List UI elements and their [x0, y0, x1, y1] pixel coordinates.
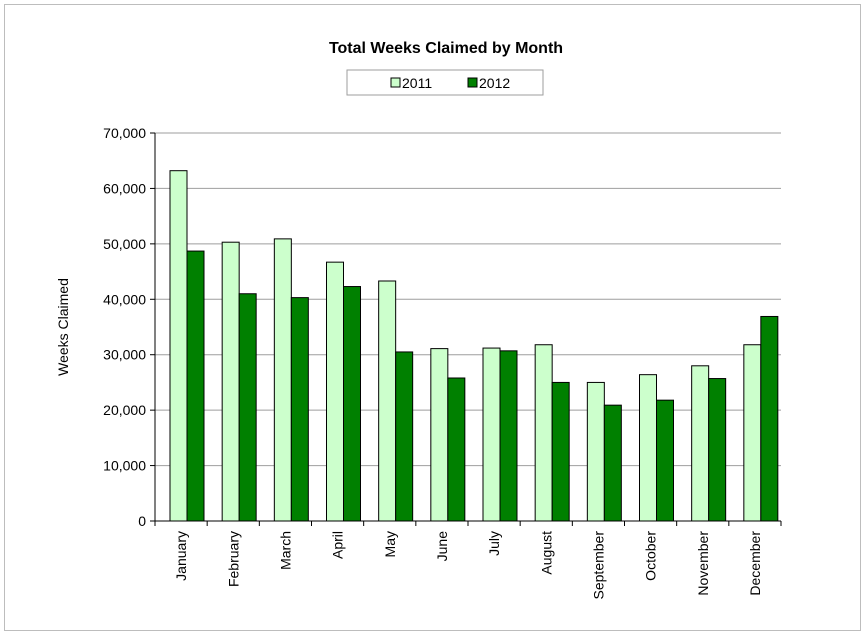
legend-label-2012: 2012: [479, 75, 510, 91]
legend-swatch-2012: [467, 77, 478, 88]
bar-2011-august: [534, 344, 553, 522]
y-tick-label: 50,000: [103, 236, 146, 252]
bar-2011-february: [221, 241, 240, 522]
x-tick-label: November: [695, 531, 711, 596]
bar-2012-february: [238, 293, 257, 522]
x-tick-label: February: [225, 531, 241, 587]
x-tick-label: May: [382, 531, 398, 557]
legend-swatch-2011: [390, 77, 401, 88]
bar-2012-june: [447, 377, 466, 522]
bar-2011-january: [169, 170, 188, 522]
bar-2012-september: [603, 404, 622, 522]
bar-2012-august: [551, 381, 570, 522]
y-tick-label: 30,000: [103, 347, 146, 363]
bar-2011-april: [326, 261, 344, 522]
chart-frame: Total Weeks Claimed by Month 2011 2012 W…: [4, 4, 861, 631]
bar-2011-december: [743, 344, 762, 522]
bar-2012-april: [343, 286, 361, 522]
y-tick-label: 10,000: [103, 458, 146, 474]
y-tick-label: 0: [138, 513, 146, 529]
bar-2012-december: [760, 315, 779, 522]
bar-2011-may: [378, 280, 397, 522]
chart-title: Total Weeks Claimed by Month: [329, 40, 563, 57]
x-tick-label: January: [173, 531, 189, 581]
bar-2012-may: [395, 351, 414, 522]
y-tick-label: 40,000: [103, 291, 146, 307]
legend: 2011 2012: [346, 69, 544, 96]
y-axis-title: Weeks Claimed: [55, 278, 71, 376]
bar-2011-june: [430, 348, 449, 522]
legend-box: [346, 69, 544, 96]
bar-2012-march: [290, 297, 309, 522]
bar-2012-october: [656, 399, 674, 522]
y-tick-label: 70,000: [103, 125, 146, 141]
bar-2011-march: [273, 238, 292, 522]
bar-2012-january: [186, 250, 205, 522]
legend-label-2011: 2011: [402, 75, 432, 91]
plot-area: 0 10,000 20,000 30,000 40,000 50,000 60,000 70,…: [103, 125, 782, 600]
bar-2011-october: [639, 374, 657, 522]
bar-2011-july: [482, 347, 501, 522]
bar-2012-november: [708, 378, 727, 522]
bar-2011-september: [586, 381, 605, 522]
bar-2012-july: [499, 350, 518, 522]
x-tick-label: April: [330, 531, 346, 559]
x-tick-label: September: [590, 531, 606, 600]
y-tick-label: 20,000: [103, 402, 146, 418]
x-tick-label: June: [434, 531, 450, 562]
x-tick-label: October: [643, 531, 659, 581]
x-tick-label: December: [747, 531, 763, 596]
y-tick-label: 60,000: [103, 180, 146, 196]
bar-chart: Total Weeks Claimed by Month 2011 2012 W…: [55, 40, 782, 600]
x-tick-label: August: [538, 531, 554, 575]
bar-2011-november: [691, 365, 710, 522]
x-tick-label: March: [277, 531, 293, 570]
x-tick-label: July: [486, 531, 502, 556]
